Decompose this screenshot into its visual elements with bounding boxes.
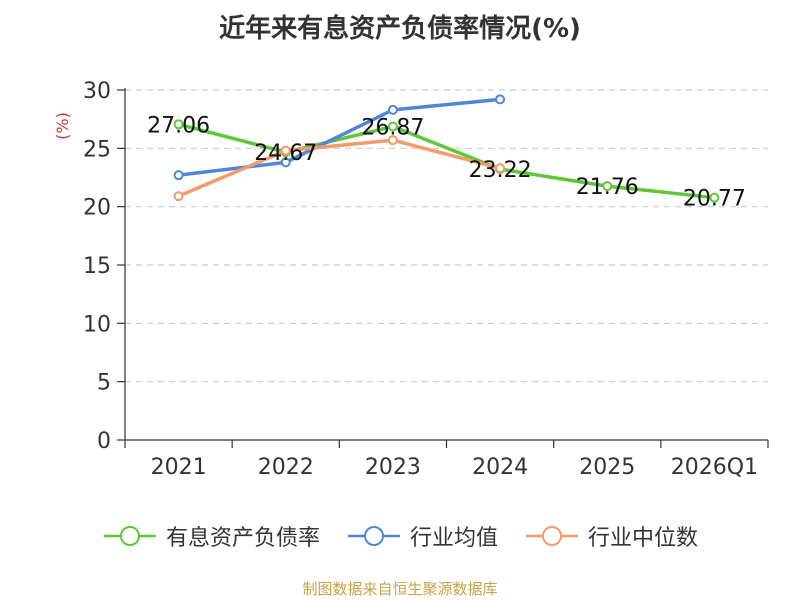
series-line-1 (178, 97, 501, 177)
legend-item-industry-average[interactable]: 行业均值 (346, 520, 498, 552)
x-tick-label: 2021 (151, 455, 207, 480)
legend-label-industry-average: 行业均值 (409, 526, 498, 551)
data-label: 26.87 (361, 116, 424, 141)
y-tick-label: 30 (83, 79, 111, 104)
y-tick-label: 20 (83, 196, 111, 221)
legend-item-interest-bearing-debt-ratio[interactable]: 有息资产负债率 (102, 520, 320, 552)
data-label: 21.76 (576, 175, 639, 200)
y-axis-label: (%) (53, 112, 72, 140)
data-point-1 (495, 94, 506, 105)
chart-title: 近年来有息资产负债率情况(%) (219, 14, 581, 44)
y-tick-label: 0 (97, 429, 111, 454)
data-label: 27.06 (147, 113, 210, 138)
x-tick-label: 2023 (365, 455, 421, 480)
x-tick-label: 2025 (579, 455, 635, 480)
data-source-note: 制图数据来自恒生聚源数据库 (302, 580, 498, 598)
y-tick-label: 25 (83, 137, 111, 162)
data-point-1 (173, 170, 184, 181)
data-point-2 (173, 191, 184, 202)
data-point-2 (495, 163, 506, 174)
legend: 有息资产负债率 行业均值 行业中位数 (0, 518, 800, 554)
legend-label-interest-bearing-debt-ratio: 有息资产负债率 (165, 526, 320, 551)
data-point-0 (602, 181, 613, 192)
data-point-1 (280, 157, 291, 168)
legend-marker-industry-median (526, 526, 578, 546)
data-point-0 (173, 119, 184, 130)
y-tick-label: 15 (83, 254, 111, 279)
legend-label-industry-median: 行业中位数 (588, 526, 699, 551)
legend-item-industry-median[interactable]: 行业中位数 (524, 520, 698, 552)
series-line-2 (177, 138, 501, 198)
data-point-0 (387, 121, 398, 132)
x-tick-label: 2022 (258, 455, 314, 480)
y-tick-label: 5 (97, 371, 111, 396)
data-label: 23.22 (469, 158, 532, 183)
data-point-2 (387, 135, 398, 146)
x-tick-label: 2024 (472, 455, 528, 480)
data-point-1 (387, 104, 398, 115)
data-label: 20.77 (683, 187, 746, 212)
x-tick-label: 2026Q1 (671, 455, 758, 480)
series-line-0 (178, 122, 715, 200)
y-tick-label: 10 (83, 312, 111, 337)
data-label: 24.67 (254, 141, 317, 166)
data-point-0 (709, 192, 720, 203)
data-point-2 (280, 145, 291, 156)
legend-marker-industry-average (347, 526, 400, 546)
legend-marker-interest-bearing-debt-ratio (103, 526, 156, 546)
